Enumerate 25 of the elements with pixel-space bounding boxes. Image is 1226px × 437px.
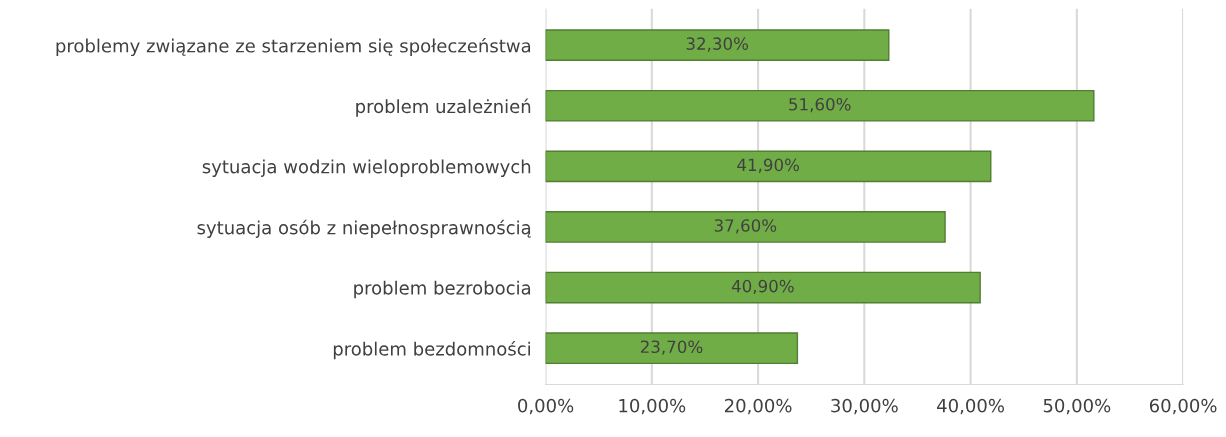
x-tick-label: 60,00% — [1149, 398, 1217, 415]
data-label: 40,90% — [731, 279, 794, 295]
bar — [545, 211, 946, 243]
x-tick-label: 30,00% — [831, 398, 898, 415]
bar — [545, 332, 799, 365]
data-label: 23,70% — [640, 340, 703, 355]
x-tick-label: 10,00% — [619, 398, 686, 415]
data-label: 51,60% — [789, 97, 851, 113]
x-tick-label: 0,00% — [518, 398, 574, 415]
y-tick-label: problemy związane ze starzeniem się społeczeństwa — [56, 37, 531, 57]
bar — [545, 150, 992, 183]
data-label: 32,30% — [686, 37, 749, 52]
y-tick-label: sytuacja wodzin wieloproblemowych — [202, 159, 531, 177]
bar — [545, 29, 890, 61]
x-tick-label: 20,00% — [724, 398, 792, 415]
data-label: 37,60% — [714, 219, 777, 234]
y-tick-label: problem uzależnień — [356, 98, 531, 117]
y-tick-label: sytuacja osób z niepełnosprawnością — [197, 219, 531, 238]
y-tick-label: problem bezrobocia — [354, 280, 531, 299]
y-tick-label: problem bezdomności — [333, 340, 530, 360]
bar — [545, 89, 1095, 122]
bar — [545, 271, 981, 304]
x-tick-label: 50,00% — [1043, 398, 1111, 415]
data-label: 41,90% — [737, 158, 800, 173]
x-tick-label: 40,00% — [937, 398, 1005, 415]
